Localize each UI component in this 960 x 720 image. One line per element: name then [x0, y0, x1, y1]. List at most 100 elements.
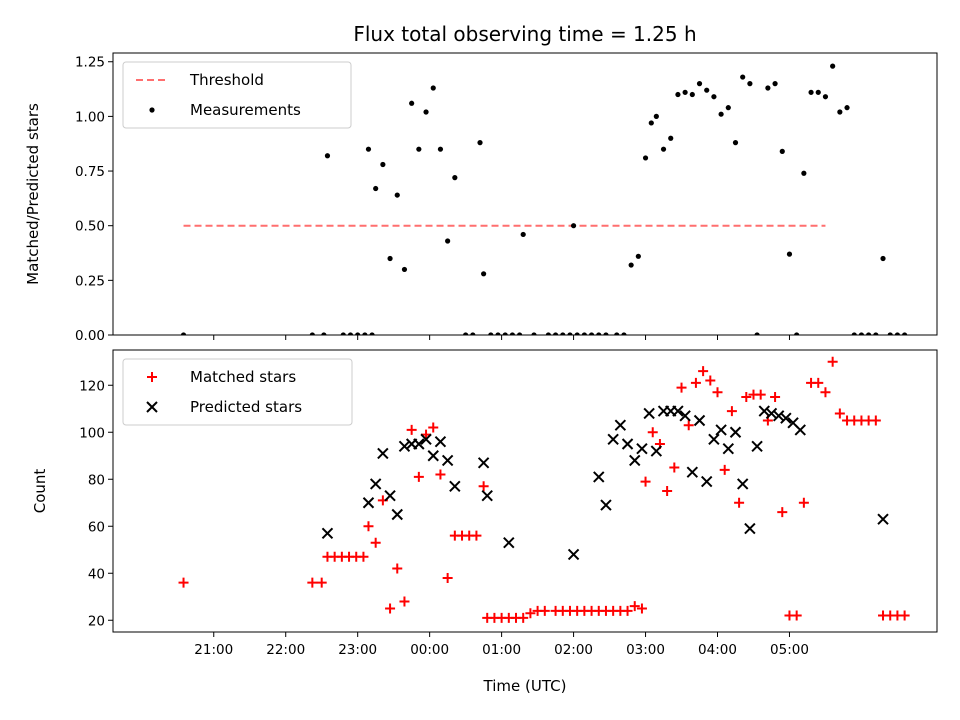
measurement-point — [786, 251, 793, 257]
legend-measurement-swatch — [149, 107, 155, 113]
predicted-star-marker — [744, 522, 756, 535]
measurement-point — [851, 332, 857, 335]
y-tick-label: 20 — [88, 613, 105, 629]
legend-predicted-swatch — [146, 401, 158, 413]
measurement-point — [552, 332, 559, 335]
measurement-point — [621, 332, 627, 335]
predicted-star-marker — [413, 438, 425, 450]
measurement-point — [309, 332, 315, 335]
y-axis-label: Matched/Predicted stars — [24, 103, 42, 285]
measurement-point — [725, 105, 731, 111]
measurement-point — [740, 74, 746, 80]
matched-star-marker — [385, 603, 396, 614]
measurement-point — [401, 266, 408, 273]
predicted-star-marker — [384, 489, 396, 502]
measurement-point — [340, 332, 346, 335]
measurement-point — [481, 271, 487, 277]
measurement-point — [873, 332, 879, 335]
measurement-point — [387, 255, 393, 262]
series-measurements — [180, 63, 908, 335]
matched-star-marker — [669, 462, 680, 473]
measurement-point — [660, 146, 667, 152]
predicted-star-marker — [321, 527, 334, 540]
plot-area — [178, 356, 910, 623]
measurement-point — [675, 91, 681, 98]
predicted-star-marker — [377, 447, 389, 460]
measurement-point — [560, 332, 566, 335]
axes-frame — [112, 349, 938, 633]
predicted-star-marker — [593, 471, 605, 483]
measurement-point — [887, 332, 893, 335]
predicted-star-marker — [369, 478, 382, 490]
measurement-point — [653, 113, 659, 119]
plot-area — [180, 63, 908, 335]
predicted-star-marker — [420, 433, 432, 446]
x-tick-label: 22:00 — [266, 642, 305, 658]
predicted-star-marker — [672, 405, 684, 417]
y-tick-label: 100 — [79, 425, 105, 441]
matched-star-marker — [178, 577, 189, 588]
measurement-point — [815, 89, 821, 95]
predicted-star-marker — [477, 457, 490, 469]
matched-star-marker — [734, 497, 745, 508]
measurement-point — [704, 87, 710, 93]
matched-star-marker — [435, 469, 446, 480]
measurement-point — [732, 140, 739, 146]
measurement-point — [574, 332, 580, 335]
series-predicted-stars — [321, 405, 889, 561]
measurement-point — [668, 135, 674, 141]
measurement-point — [567, 332, 573, 335]
ratio-panel: 0.00 0.25 0.50 0.75 1.00 1.25 Matched/Predicte… — [24, 52, 938, 344]
measurement-point — [517, 332, 523, 335]
measurement-point — [502, 332, 508, 335]
measurement-point — [894, 332, 901, 335]
measurement-point — [718, 111, 724, 117]
matched-star-marker — [363, 521, 374, 532]
measurement-point — [754, 332, 760, 335]
measurement-point — [808, 89, 814, 95]
measurement-point — [373, 185, 379, 192]
measurement-point — [866, 332, 872, 335]
matched-star-marker — [698, 366, 709, 377]
measurement-point — [445, 238, 451, 244]
legend-frame — [122, 358, 353, 426]
measurement-point — [830, 63, 836, 69]
x-tick-label: 04:00 — [698, 642, 737, 658]
legend-label: Measurements — [190, 101, 301, 119]
measurement-point — [642, 155, 649, 161]
y-tick-label: 0.25 — [75, 273, 105, 289]
predicted-star-marker — [686, 466, 699, 478]
legend: Matched stars Predicted stars — [122, 358, 353, 426]
predicted-star-marker — [441, 454, 454, 467]
predicted-star-marker — [758, 405, 770, 417]
measurement-point — [347, 332, 354, 335]
matched-star-marker — [726, 406, 737, 417]
matched-star-marker — [471, 530, 482, 541]
predicted-star-marker — [877, 513, 889, 525]
matched-star-marker — [683, 420, 694, 431]
matched-star-marker — [791, 610, 802, 621]
predicted-star-marker — [362, 497, 375, 509]
matched-star-marker — [755, 389, 766, 400]
count-panel: 20 40 60 80 100 120 21:00 22:00 23:00 00:00 01:00 0… — [31, 349, 938, 658]
measurement-point — [416, 146, 422, 152]
matched-star-marker — [636, 603, 647, 614]
series-matched-stars — [178, 356, 910, 623]
predicted-star-marker — [701, 475, 713, 488]
matched-star-marker — [870, 415, 881, 426]
predicted-star-marker — [679, 410, 691, 422]
measurement-point — [635, 253, 641, 259]
predicted-star-marker — [398, 440, 411, 453]
measurement-point — [520, 231, 526, 238]
measurement-point — [801, 170, 807, 176]
predicted-star-marker — [427, 450, 439, 462]
measurement-point — [581, 332, 587, 335]
measurement-point — [596, 332, 602, 335]
y-tick-label: 40 — [88, 566, 105, 582]
measurement-point — [452, 175, 458, 181]
x-tick-label: 23:00 — [338, 642, 377, 658]
x-tick-label: 03:00 — [626, 642, 665, 658]
y-tick-label: 60 — [88, 519, 105, 535]
y-axis-label: Count — [31, 469, 49, 514]
